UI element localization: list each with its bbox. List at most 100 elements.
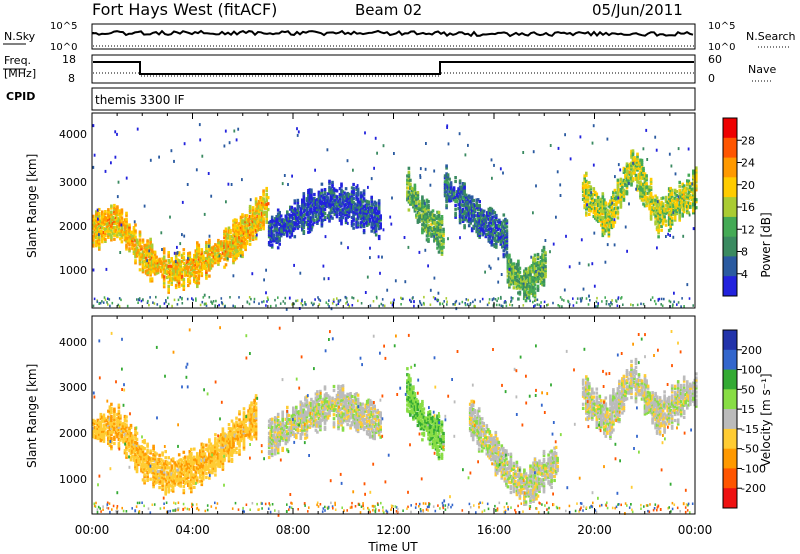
range-gate-cell: [520, 277, 523, 281]
range-gate-cell: [131, 238, 134, 242]
range-gate-cell: [343, 211, 346, 215]
noise-cell: [207, 172, 210, 175]
range-gate-cell: [197, 247, 201, 251]
near-range-cell: [382, 304, 384, 307]
range-gate-cell: [293, 235, 297, 239]
range-gate-cell: [174, 274, 178, 278]
range-gate-cell: [489, 220, 492, 224]
range-gate-cell: [119, 215, 122, 219]
range-gate-cell: [523, 289, 526, 293]
range-gate-cell: [114, 233, 118, 237]
range-gate-cell: [524, 287, 528, 291]
range-gate-cell: [193, 267, 196, 271]
range-gate-cell: [359, 225, 363, 229]
range-gate-cell: [278, 212, 281, 217]
range-gate-cell: [98, 221, 101, 225]
range-gate-cell: [126, 431, 130, 435]
range-gate-cell: [289, 235, 292, 239]
range-gate-cell: [292, 217, 295, 221]
range-gate-cell: [415, 213, 418, 217]
range-gate-cell: [473, 210, 477, 214]
range-gate-cell: [533, 293, 537, 297]
range-gate-cell: [484, 227, 488, 231]
range-gate-cell: [585, 207, 588, 211]
range-gate-cell: [236, 229, 240, 234]
range-gate-cell: [532, 290, 535, 294]
range-gate-cell: [502, 213, 506, 217]
range-gate-cell: [529, 265, 532, 269]
noise-cell: [96, 208, 99, 212]
range-gate-cell: [165, 272, 169, 276]
range-gate-cell: [134, 249, 137, 253]
range-gate-cell: [241, 225, 244, 229]
range-gate-cell: [211, 260, 214, 264]
range-gate-cell: [479, 212, 483, 216]
range-gate-cell: [347, 204, 351, 208]
range-gate-cell: [150, 253, 154, 257]
range-gate-cell: [470, 229, 474, 233]
range-gate-cell: [308, 198, 312, 202]
range-gate-cell: [298, 205, 301, 209]
range-gate-cell: [307, 210, 310, 215]
range-gate-cell: [227, 226, 231, 230]
range-gate-cell: [636, 178, 639, 182]
near-range-cell: [488, 301, 490, 305]
range-gate-cell: [223, 245, 226, 249]
range-gate-cell: [433, 229, 436, 233]
range-gate-cell: [235, 218, 238, 222]
noise-cell: [146, 259, 148, 263]
range-gate-cell: [681, 204, 684, 208]
range-gate-cell: [107, 415, 110, 419]
range-gate-cell: [134, 432, 137, 437]
range-gate-cell: [601, 225, 605, 230]
range-gate-cell: [340, 218, 343, 222]
range-gate-cell: [425, 218, 429, 222]
range-gate-cell: [621, 186, 624, 190]
range-gate-cell: [464, 217, 468, 221]
range-gate-cell: [585, 179, 588, 183]
range-gate-cell: [478, 206, 481, 210]
range-gate-cell: [520, 281, 523, 285]
range-gate-cell: [319, 200, 322, 204]
range-gate-cell: [365, 223, 369, 227]
range-gate-cell: [134, 436, 137, 441]
range-gate-cell: [521, 279, 525, 283]
range-gate-cell: [660, 228, 663, 232]
range-gate-cell: [437, 250, 441, 254]
range-gate-cell: [517, 279, 520, 283]
range-gate-cell: [119, 432, 122, 436]
range-gate-cell: [649, 179, 653, 183]
range-gate-cell: [108, 417, 112, 421]
range-gate-cell: [337, 207, 340, 211]
noise-cell: [110, 161, 112, 165]
range-gate-cell: [373, 220, 376, 224]
near-range-cell: [261, 300, 263, 304]
range-gate-cell: [167, 288, 170, 292]
range-gate-cell: [110, 402, 113, 406]
range-gate-cell: [279, 218, 283, 222]
range-gate-cell: [538, 263, 541, 267]
range-gate-cell: [506, 266, 510, 270]
range-gate-cell: [536, 252, 540, 257]
near-range-cell: [557, 304, 559, 307]
range-gate-cell: [205, 274, 208, 278]
range-gate-cell: [344, 218, 348, 223]
range-gate-cell: [595, 194, 599, 198]
near-range-cell: [464, 303, 467, 307]
range-gate-cell: [278, 218, 281, 222]
range-gate-cell: [113, 437, 116, 441]
range-gate-cell: [328, 215, 331, 219]
range-gate-cell: [284, 228, 288, 232]
range-gate-cell: [511, 266, 514, 270]
near-range-cell: [441, 302, 444, 306]
near-range-cell: [176, 303, 179, 306]
near-range-cell: [561, 305, 563, 308]
range-gate-cell: [313, 198, 316, 203]
range-gate-cell: [371, 220, 375, 224]
range-gate-cell: [624, 170, 627, 174]
range-gate-cell: [422, 201, 426, 205]
range-gate-cell: [153, 258, 157, 262]
noise-cell: [174, 260, 177, 263]
range-gate-cell: [379, 218, 382, 222]
range-gate-cell: [110, 426, 113, 431]
